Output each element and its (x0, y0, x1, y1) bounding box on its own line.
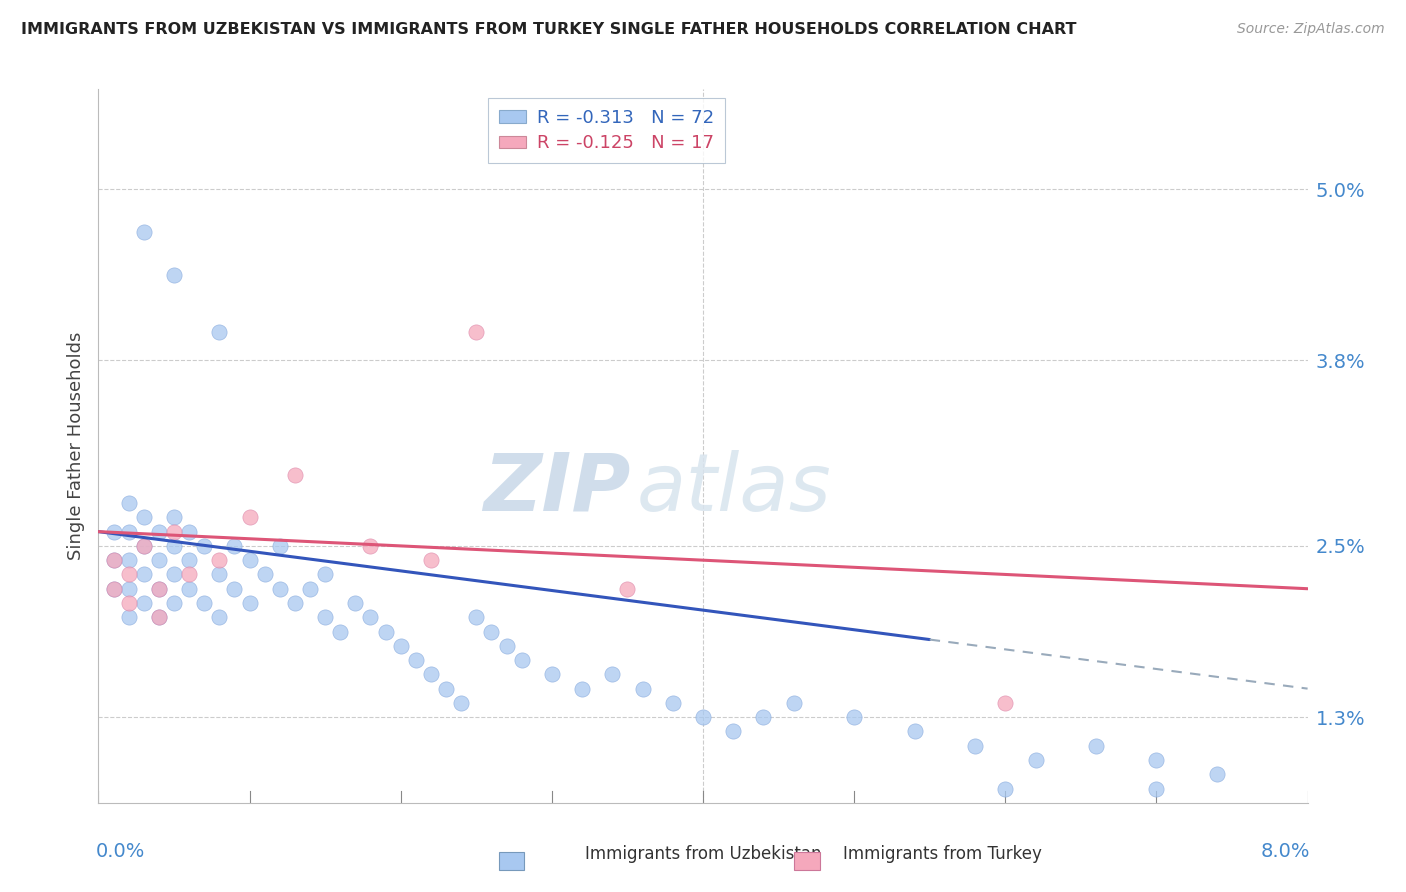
Point (208, 610, 231, 624)
Point (163, 567, 186, 582)
Point (602, 667, 624, 681)
Legend: R = -0.313   N = 72, R = -0.125   N = 17: R = -0.313 N = 72, R = -0.125 N = 17 (488, 98, 724, 163)
Point (344, 596, 367, 610)
Point (465, 610, 488, 624)
Y-axis label: Single Father Households: Single Father Households (66, 332, 84, 560)
Point (783, 696, 806, 710)
Point (103, 582, 125, 596)
Point (631, 681, 654, 696)
Point (420, 667, 443, 681)
Point (1146, 753, 1168, 767)
Point (148, 582, 170, 596)
Point (510, 653, 533, 667)
Point (163, 596, 186, 610)
Point (163, 539, 186, 553)
Point (465, 325, 488, 339)
Point (163, 268, 186, 282)
Point (193, 596, 215, 610)
Point (118, 524, 141, 539)
Point (571, 681, 593, 696)
Point (405, 653, 427, 667)
Point (374, 624, 396, 639)
Point (269, 539, 291, 553)
Point (434, 681, 457, 696)
Point (148, 553, 170, 567)
Point (314, 567, 336, 582)
Point (389, 639, 412, 653)
Point (299, 582, 322, 596)
Text: 0.0%: 0.0% (96, 842, 145, 861)
Point (148, 610, 170, 624)
Point (329, 624, 352, 639)
Point (239, 596, 262, 610)
Point (239, 510, 262, 524)
Point (179, 524, 201, 539)
Point (118, 567, 141, 582)
Point (284, 467, 307, 482)
Point (481, 624, 503, 639)
Point (1025, 753, 1047, 767)
Text: IMMIGRANTS FROM UZBEKISTAN VS IMMIGRANTS FROM TURKEY SINGLE FATHER HOUSEHOLDS CO: IMMIGRANTS FROM UZBEKISTAN VS IMMIGRANTS… (21, 22, 1077, 37)
Point (360, 610, 382, 624)
Point (132, 596, 155, 610)
Point (148, 610, 170, 624)
Text: Immigrants from Uzbekistan: Immigrants from Uzbekistan (585, 846, 821, 863)
Point (103, 582, 125, 596)
Point (269, 582, 291, 596)
Point (224, 582, 246, 596)
Point (723, 724, 745, 739)
Point (132, 539, 155, 553)
Point (103, 553, 125, 567)
Text: Immigrants from Turkey: Immigrants from Turkey (842, 846, 1042, 863)
Point (692, 710, 714, 724)
Point (360, 539, 382, 553)
Point (540, 667, 562, 681)
Point (103, 524, 125, 539)
Point (148, 524, 170, 539)
Point (208, 553, 231, 567)
Point (132, 510, 155, 524)
Point (994, 781, 1017, 796)
Text: 8.0%: 8.0% (1261, 842, 1310, 861)
Point (208, 325, 231, 339)
Point (118, 596, 141, 610)
Point (193, 539, 215, 553)
Point (148, 582, 170, 596)
Point (1206, 767, 1229, 781)
Point (118, 496, 141, 510)
Point (179, 582, 201, 596)
Point (179, 567, 201, 582)
Point (132, 225, 155, 239)
Point (1085, 739, 1108, 753)
Point (224, 539, 246, 553)
Point (844, 710, 866, 724)
Point (132, 567, 155, 582)
Point (118, 582, 141, 596)
Point (118, 553, 141, 567)
Point (450, 696, 472, 710)
Point (163, 524, 186, 539)
Point (253, 567, 276, 582)
Point (904, 724, 927, 739)
Point (239, 553, 262, 567)
Point (132, 539, 155, 553)
Point (965, 739, 987, 753)
Point (179, 553, 201, 567)
Point (103, 553, 125, 567)
Point (163, 510, 186, 524)
Point (118, 610, 141, 624)
Point (752, 710, 775, 724)
Text: atlas: atlas (637, 450, 831, 528)
Point (420, 553, 443, 567)
Point (1146, 781, 1168, 796)
Point (314, 610, 336, 624)
Point (661, 696, 683, 710)
Point (284, 596, 307, 610)
Point (208, 567, 231, 582)
Point (616, 582, 638, 596)
Point (994, 696, 1017, 710)
Text: Source: ZipAtlas.com: Source: ZipAtlas.com (1237, 22, 1385, 37)
Point (495, 639, 517, 653)
Text: ZIP: ZIP (484, 450, 630, 528)
